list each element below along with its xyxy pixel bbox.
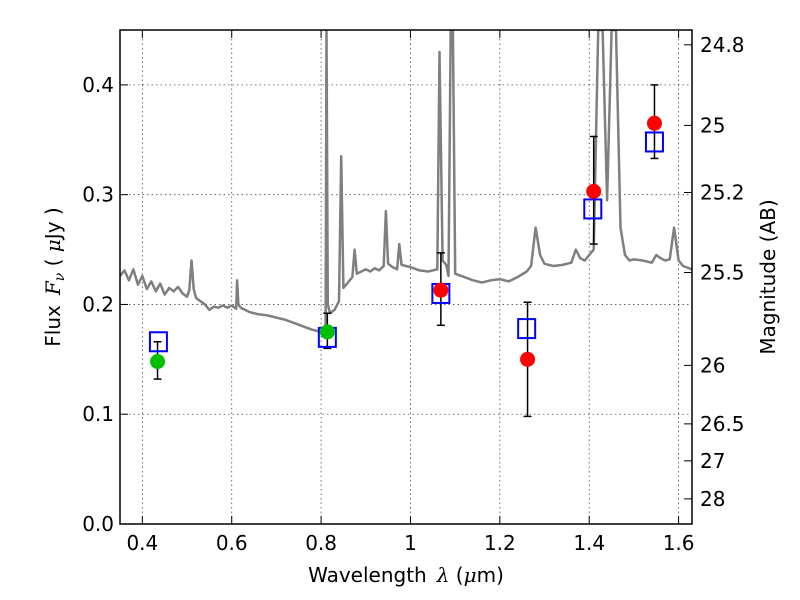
right-tick-label: 28 bbox=[700, 487, 725, 511]
observed-points-layer bbox=[150, 115, 662, 370]
x-tick-labels: 0.4 0.6 0.8 1 1.2 1.4 1.6 bbox=[126, 531, 694, 555]
x-tick-label: 1.6 bbox=[663, 531, 695, 555]
observed-point bbox=[520, 351, 536, 367]
y-tick-label: 0.1 bbox=[82, 402, 114, 426]
observed-point bbox=[586, 183, 602, 199]
x-tick-label: 0.8 bbox=[305, 531, 337, 555]
right-tick-label: 25.5 bbox=[700, 260, 745, 284]
observed-point bbox=[319, 324, 335, 340]
x-tick-label: 0.6 bbox=[216, 531, 248, 555]
right-tick-label: 27 bbox=[700, 449, 725, 473]
right-tick-label: 25.2 bbox=[700, 180, 745, 204]
model-photometry-square bbox=[517, 318, 537, 340]
right-tick-label: 26.5 bbox=[700, 412, 745, 436]
x-axis-title-symbol: λ bbox=[436, 563, 450, 587]
plot-background bbox=[120, 30, 692, 524]
observed-point bbox=[646, 115, 662, 131]
y-axis-title-left: Flux Fν ( μJy ) bbox=[41, 207, 68, 346]
observed-point bbox=[150, 354, 166, 370]
x-tick-label: 1.4 bbox=[573, 531, 605, 555]
y-tick-label: 0.2 bbox=[82, 292, 114, 316]
model-photometry-square bbox=[644, 131, 664, 153]
right-tick-label: 26 bbox=[700, 353, 725, 377]
x-axis-title-unit-rest: m) bbox=[477, 563, 504, 587]
x-axis-title-unit-mu: μ bbox=[464, 563, 477, 587]
y-axis-title-subscript: ν bbox=[52, 272, 68, 281]
y-axis-title-unit-rest: Jy ) bbox=[41, 207, 65, 241]
model-photometry-square bbox=[583, 198, 603, 220]
x-tick-label: 0.4 bbox=[126, 531, 158, 555]
x-tick-label: 1.2 bbox=[484, 531, 516, 555]
y-axis-title-text: Flux bbox=[41, 305, 65, 347]
y-tick-labels: 0.0 0.1 0.2 0.3 0.4 bbox=[82, 73, 114, 536]
y-axis-title-right: Magnitude (AB) bbox=[756, 199, 780, 354]
x-axis-title: Wavelength λ (μm) bbox=[308, 563, 504, 587]
y-tick-label: 0.3 bbox=[82, 183, 114, 207]
model-spectrum-layer bbox=[120, 30, 692, 334]
axis-ticks bbox=[120, 30, 692, 525]
y-axis-title-unit-mu: μ bbox=[41, 239, 65, 252]
y-axis-title-unit-open: ( bbox=[41, 252, 65, 273]
right-tick-label: 24.8 bbox=[700, 33, 745, 57]
observed-point bbox=[433, 282, 449, 298]
x-tick-label: 1 bbox=[404, 531, 417, 555]
y-axis-title-symbol: F bbox=[41, 280, 65, 296]
model-photometry-square bbox=[148, 331, 168, 353]
y-tick-label: 0.0 bbox=[82, 512, 114, 536]
x-axis-title-unit-open: ( bbox=[449, 563, 463, 587]
plot-frame bbox=[119, 29, 693, 525]
model-spectrum-line bbox=[120, 30, 692, 334]
right-tick-label: 25 bbox=[700, 113, 725, 137]
right-tick-labels: 24.8 25 25.2 25.5 26 26.5 27 28 bbox=[700, 33, 745, 511]
x-axis-title-text: Wavelength bbox=[308, 563, 427, 587]
y-tick-label: 0.4 bbox=[82, 73, 114, 97]
